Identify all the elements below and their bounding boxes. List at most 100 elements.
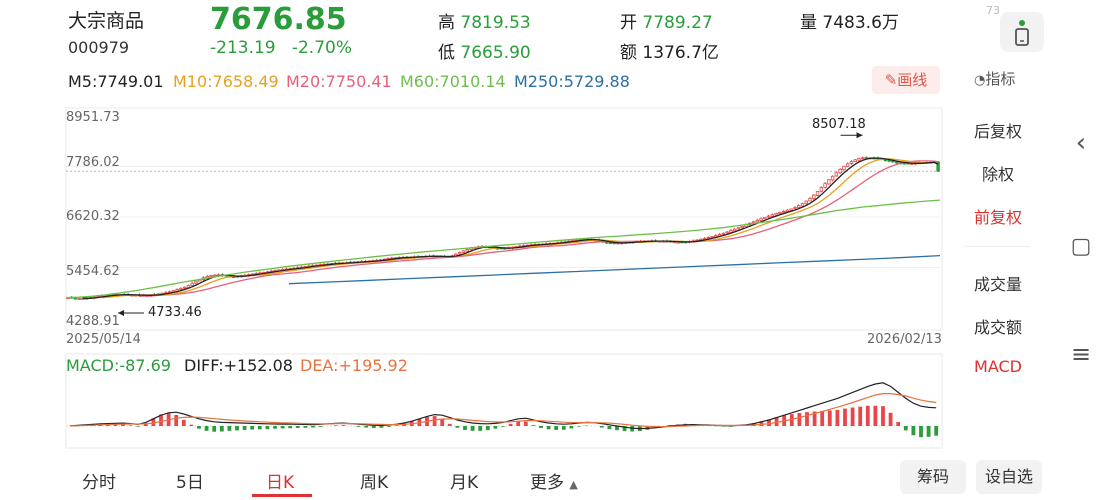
indicator-button[interactable]: ◔指标: [974, 70, 1016, 88]
side-item-turnover[interactable]: 成交额: [973, 318, 1022, 337]
side-item-ex-rights[interactable]: 除权: [981, 165, 1014, 184]
ma250-label: M250:5729.88: [514, 72, 630, 91]
candle-body: [936, 161, 940, 172]
back-icon[interactable]: ‹: [1075, 128, 1087, 158]
ma-lines: [65, 157, 941, 299]
candle-body: [812, 194, 816, 199]
macd-value: MACD:-87.69: [66, 356, 171, 375]
candle-body: [789, 208, 793, 211]
macd-chart: [66, 382, 940, 438]
volume-label: 量: [800, 13, 817, 33]
side-item-macd[interactable]: MACD: [974, 357, 1022, 376]
candle-body: [608, 242, 613, 245]
candle-body: [781, 210, 786, 213]
candle-body: [827, 179, 831, 185]
candle-body: [883, 159, 888, 162]
candle-body: [770, 214, 775, 217]
side-item-volume[interactable]: 成交量: [973, 275, 1022, 294]
candle-body: [804, 200, 808, 205]
amount-stat: 额 1376.7亿: [620, 38, 719, 63]
candle-body: [894, 161, 899, 164]
candle-body: [194, 280, 198, 284]
candle-body: [186, 285, 191, 288]
kline-grid: [66, 166, 940, 268]
candle-body: [73, 297, 78, 300]
low-value: 7665.90: [460, 43, 531, 63]
candle-body: [778, 212, 782, 214]
change-percent: -2.70%: [291, 38, 352, 58]
candle-body: [457, 252, 462, 255]
tab-5day[interactable]: 5日: [176, 473, 204, 493]
side-item-pre-adjust[interactable]: 前复权: [973, 208, 1022, 227]
kline-frame: [65, 107, 943, 331]
candle-body: [77, 298, 81, 300]
candle-body: [721, 232, 726, 235]
candle-body: [845, 163, 850, 167]
candle-body: [849, 161, 854, 164]
open-value: 7789.27: [642, 13, 713, 33]
candle-body: [763, 216, 767, 220]
gauge-icon: ◔: [974, 73, 986, 88]
last-price: 7676.85: [210, 2, 347, 37]
ma10-label: M10:7658.49: [173, 72, 279, 91]
x-start-label: 2025/05/14: [66, 332, 141, 347]
ytick-label: 4288.91: [66, 314, 120, 329]
candle-body: [190, 282, 194, 287]
dea-line: [69, 393, 937, 428]
tab-more[interactable]: 更多 ▲: [530, 473, 578, 493]
low-stat: 低 7665.90: [438, 38, 531, 63]
index-name: 大宗商品: [68, 10, 145, 32]
candle-body: [729, 230, 733, 233]
dea-value: DEA:+195.92: [300, 356, 408, 375]
candle-body: [736, 227, 741, 230]
candle-body: [808, 197, 812, 202]
ytick-label: 6620.32: [66, 209, 120, 224]
change-value: -213.19: [210, 38, 276, 58]
amount-label: 额: [620, 43, 637, 63]
ytick-label: 5454.62: [66, 264, 120, 279]
add-watchlist-button[interactable]: 设自选: [976, 460, 1042, 494]
chart-area: [65, 107, 943, 449]
candle-body: [838, 168, 842, 174]
volume-stat: 量 7483.6万: [800, 8, 899, 33]
chip-distribution-button[interactable]: 筹码: [900, 460, 966, 494]
side-divider: [964, 246, 1030, 247]
candle-body: [725, 231, 729, 234]
candle-body: [797, 205, 801, 208]
candle-body: [800, 203, 805, 207]
tab-weekly-k[interactable]: 周K: [360, 473, 389, 493]
price-change: -213.19 -2.70%: [210, 38, 352, 58]
high-value: 7819.53: [460, 13, 531, 33]
candle-body: [710, 236, 714, 238]
candle-body: [834, 172, 839, 177]
side-item-post-adjust[interactable]: 后复权: [973, 122, 1022, 141]
phone-button[interactable]: [1000, 12, 1044, 52]
candle-body: [740, 225, 744, 229]
candle-body: [842, 165, 846, 171]
draw-line-button[interactable]: ✎画线: [872, 66, 940, 94]
index-code: 000979: [68, 38, 130, 57]
ma250-line: [288, 254, 941, 285]
ma60-line: [65, 199, 941, 299]
tab-monthly-k[interactable]: 月K: [450, 473, 479, 493]
ytick-label: 7786.02: [66, 155, 120, 170]
menu-icon[interactable]: ≡: [1070, 340, 1092, 368]
candle-body: [465, 249, 469, 252]
tab-intraday[interactable]: 分时: [82, 473, 116, 493]
candle-body: [774, 213, 778, 216]
tab-daily-k[interactable]: 日K: [266, 473, 295, 493]
ytick-label: 8951.73: [66, 110, 120, 125]
macd-frame: [65, 353, 943, 449]
ma20-label: M20:7750.41: [286, 72, 392, 91]
candle-body: [853, 159, 857, 163]
home-square-icon[interactable]: ▢: [1070, 234, 1092, 259]
candle-body: [759, 218, 763, 222]
candle-body: [887, 159, 891, 162]
x-end-label: 2026/02/13: [867, 332, 942, 347]
candle-body: [815, 191, 820, 196]
active-tab-underline: [252, 494, 312, 497]
phone-icon: [1015, 20, 1029, 46]
candle-body: [861, 157, 865, 160]
diff-value: DIFF:+152.08: [184, 356, 293, 375]
ma5-label: M5:7749.01: [68, 72, 164, 91]
